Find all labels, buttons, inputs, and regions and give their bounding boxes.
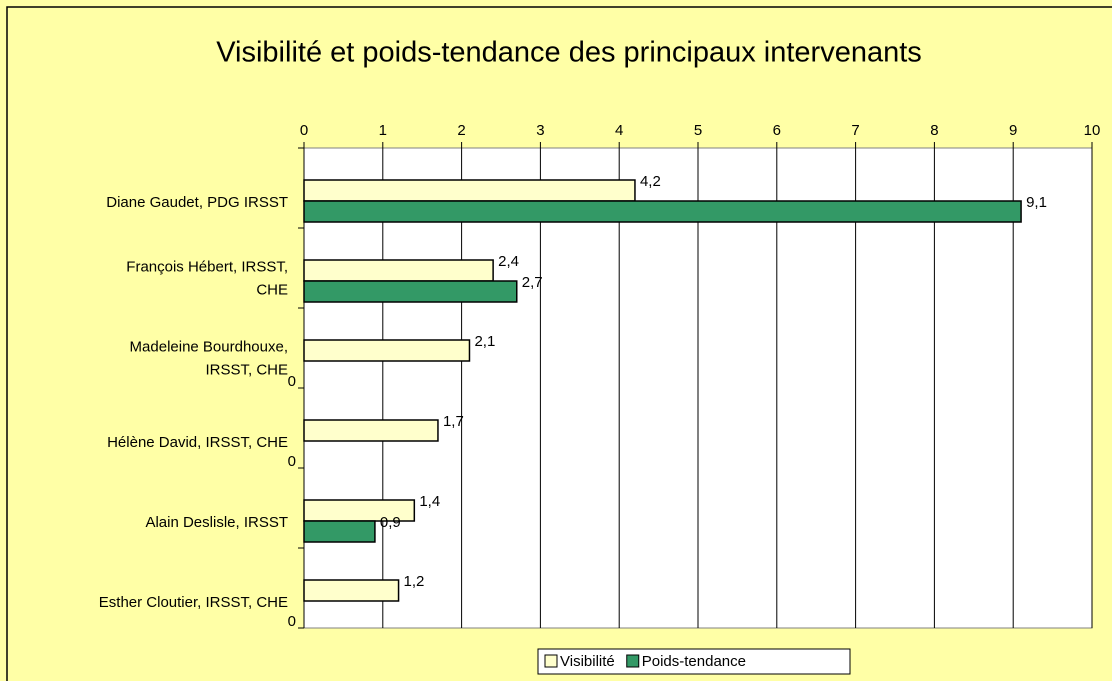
- bar: [303, 339, 471, 362]
- bar: [303, 280, 518, 303]
- value-label: 1,7: [443, 413, 464, 430]
- x-tick-label: 2: [457, 122, 465, 139]
- x-tick-label: 10: [1084, 122, 1101, 139]
- value-label: 2,1: [474, 333, 495, 350]
- value-label: 2,4: [498, 253, 519, 270]
- value-label: 4,2: [640, 173, 661, 190]
- value-label: 9,1: [1026, 194, 1047, 211]
- bar: [303, 259, 494, 282]
- bar: [303, 419, 439, 442]
- y-tick-label: Diane Gaudet, PDG IRSST: [106, 194, 288, 211]
- x-tick-label: 6: [773, 122, 781, 139]
- x-tick-label: 5: [694, 122, 702, 139]
- x-tick-label: 1: [379, 122, 387, 139]
- bar: [303, 200, 1022, 223]
- value-label: 2,7: [522, 274, 543, 291]
- legend-label: Poids-tendance: [642, 653, 746, 670]
- chart-title: Visibilité et poids-tendance des princip…: [216, 37, 922, 69]
- x-tick-label: 0: [300, 122, 308, 139]
- value-label: 0: [288, 373, 296, 390]
- x-tick-label: 8: [930, 122, 938, 139]
- y-tick-label: Madeleine Bourdhouxe, IRSST, CHE: [130, 338, 288, 378]
- bar: [303, 179, 636, 202]
- y-tick-label: Esther Cloutier, IRSST, CHE: [99, 594, 288, 611]
- legend-label: Visibilité: [560, 653, 615, 670]
- value-label: 1,2: [404, 573, 425, 590]
- x-tick-label: 3: [536, 122, 544, 139]
- value-label: 0: [288, 453, 296, 470]
- x-tick-label: 9: [1009, 122, 1017, 139]
- legend: [537, 648, 851, 675]
- y-tick-label: Hélène David, IRSST, CHE: [107, 434, 288, 451]
- x-tick-label: 7: [851, 122, 859, 139]
- bar: [303, 579, 400, 602]
- value-label: 0,9: [380, 514, 401, 531]
- legend-swatch: [626, 654, 640, 668]
- value-label: 0: [288, 613, 296, 630]
- bar: [303, 520, 376, 543]
- legend-swatch: [544, 654, 558, 668]
- x-tick-label: 4: [615, 122, 623, 139]
- value-label: 1,4: [419, 493, 440, 510]
- y-tick-label: Alain Deslisle, IRSST: [145, 514, 288, 531]
- y-tick-label: François Hébert, IRSST, CHE: [126, 258, 288, 298]
